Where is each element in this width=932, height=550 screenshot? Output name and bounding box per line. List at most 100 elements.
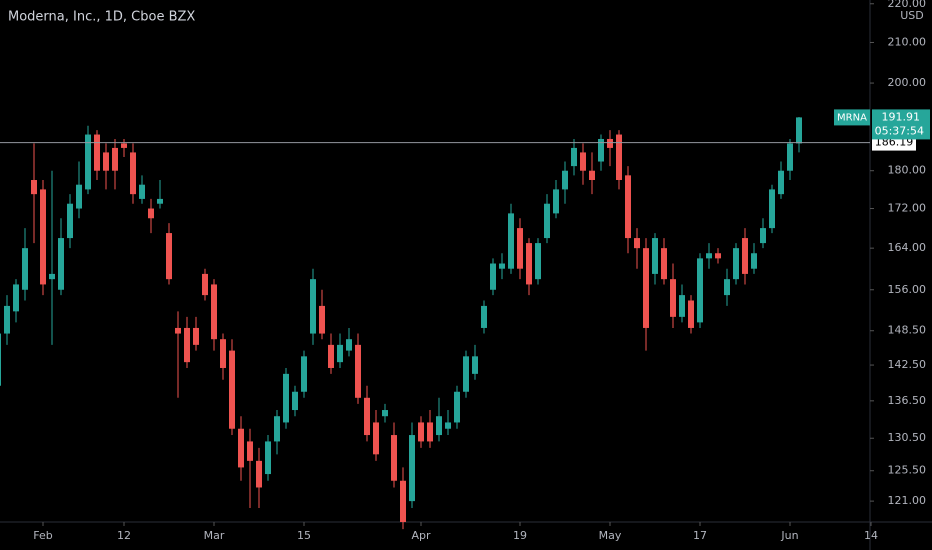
candle-body xyxy=(346,339,352,351)
x-tick-label: 15 xyxy=(297,529,311,542)
candle-body xyxy=(193,327,199,345)
candle-body xyxy=(202,273,208,296)
countdown-label: 05:37:54 xyxy=(875,124,924,137)
y-tick-label: 142.50 xyxy=(888,358,927,371)
candle-body xyxy=(166,233,172,280)
candle-body xyxy=(751,253,757,269)
y-tick-label: 156.00 xyxy=(888,283,927,296)
candle-body xyxy=(175,327,181,334)
candle-body xyxy=(544,203,550,239)
candle-body xyxy=(760,228,766,244)
candle-body xyxy=(31,180,37,195)
y-tick-label: 121.00 xyxy=(888,494,927,507)
x-tick-label: 14 xyxy=(864,529,878,542)
candle-body xyxy=(247,441,253,461)
candle-body xyxy=(301,356,307,392)
candle-body xyxy=(634,238,640,249)
x-tick-label: May xyxy=(599,529,622,542)
candle-body xyxy=(778,170,784,195)
y-tick-label: 180.00 xyxy=(888,164,927,177)
candle-body xyxy=(688,300,694,328)
candle-body xyxy=(697,258,703,323)
candle-body xyxy=(724,279,730,296)
candle-body xyxy=(22,248,28,290)
candle-body xyxy=(787,143,793,171)
x-tick-label: Mar xyxy=(204,529,225,542)
candle-body xyxy=(481,305,487,328)
candle-body xyxy=(400,480,406,522)
y-tick-label: 164.00 xyxy=(888,241,927,254)
candle-body xyxy=(580,152,586,171)
x-tick-label: 12 xyxy=(117,529,131,542)
candle-body xyxy=(490,263,496,290)
candle-body xyxy=(49,273,55,280)
candle-body xyxy=(130,152,136,195)
y-tick-label: 172.00 xyxy=(888,202,927,215)
candle-body xyxy=(220,339,226,368)
candle-body xyxy=(517,228,523,269)
candle-body xyxy=(445,422,451,429)
candle-body xyxy=(796,117,802,144)
candle-body xyxy=(94,134,100,171)
y-tick-label: 200.00 xyxy=(888,76,927,89)
candle-body xyxy=(607,138,613,148)
candle-body xyxy=(67,203,73,239)
candle-body xyxy=(472,356,478,374)
candle-body xyxy=(157,198,163,204)
candle-body xyxy=(499,263,505,269)
candle-body xyxy=(4,305,10,334)
candle-body xyxy=(112,147,118,171)
chart-title: Moderna, Inc., 1D, Cboe BZX xyxy=(8,10,195,25)
candle-body xyxy=(715,253,721,259)
candle-body xyxy=(292,391,298,411)
candle-body xyxy=(436,416,442,436)
candle-body xyxy=(571,147,577,167)
candle-body xyxy=(643,248,649,328)
candle-body xyxy=(562,170,568,190)
candle-body xyxy=(373,422,379,455)
y-tick-label: 148.50 xyxy=(888,324,927,337)
candle-body xyxy=(526,243,532,285)
candle-body xyxy=(733,248,739,280)
candle-body xyxy=(652,238,658,274)
candle-body xyxy=(598,138,604,162)
candle-body xyxy=(679,295,685,317)
candle-body xyxy=(409,435,415,502)
candle-body xyxy=(13,284,19,312)
candle-body xyxy=(58,238,64,290)
x-tick-label: Apr xyxy=(411,529,431,542)
candle-body xyxy=(661,248,667,280)
candle-body xyxy=(337,344,343,363)
x-tick-label: Jun xyxy=(780,529,798,542)
candle-body xyxy=(769,189,775,229)
symbol-box xyxy=(834,109,870,126)
candle-body xyxy=(328,344,334,368)
last-price-box xyxy=(872,109,930,140)
candle-body xyxy=(427,422,433,442)
x-tick-label: 19 xyxy=(513,529,527,542)
candle-body xyxy=(535,243,541,280)
y-tick-label: 130.50 xyxy=(888,431,927,444)
candle-body xyxy=(148,208,154,219)
candle-body xyxy=(274,416,280,442)
y-tick-label: 136.50 xyxy=(888,394,927,407)
candle-body xyxy=(76,184,82,209)
symbol-label: MRNA xyxy=(837,112,867,123)
candle-body xyxy=(184,327,190,363)
candle-body xyxy=(382,410,388,417)
candle-body xyxy=(265,441,271,475)
candle-body xyxy=(0,333,1,386)
candle-body xyxy=(463,356,469,392)
candle-body xyxy=(670,279,676,317)
candle-body xyxy=(553,189,559,214)
candle-body xyxy=(625,175,631,239)
candle-body xyxy=(229,350,235,429)
candle-body xyxy=(616,134,622,181)
y-tick-label: 210.00 xyxy=(888,35,927,48)
candle-body xyxy=(211,284,217,340)
candle-body xyxy=(508,213,514,269)
candle-body xyxy=(391,435,397,481)
